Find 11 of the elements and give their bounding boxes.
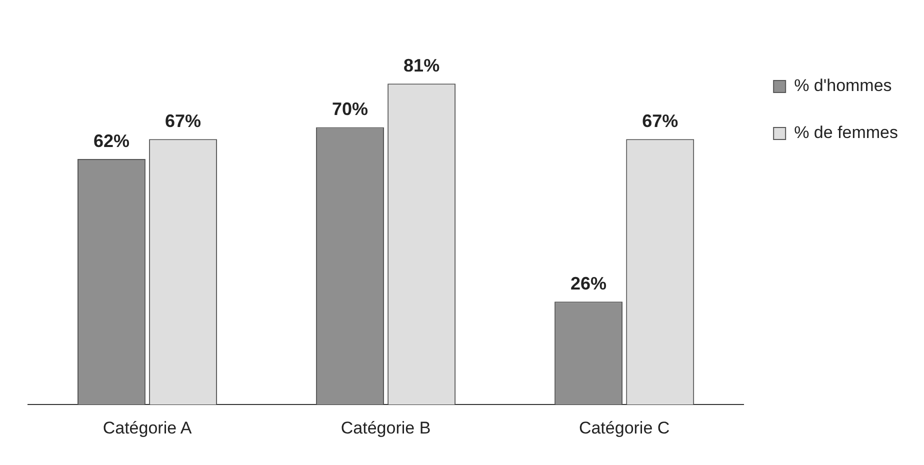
data-label: 67% (642, 111, 678, 132)
data-label: 67% (165, 111, 202, 132)
x-tick-label: Catégorie C (578, 418, 670, 438)
x-tick-label: Catégorie B (340, 418, 431, 438)
data-label: 81% (404, 56, 440, 76)
x-tick-label: Catégorie A (102, 418, 192, 438)
legend-label: % de femmes (794, 123, 898, 142)
data-label: 62% (93, 130, 130, 151)
data-label: 70% (332, 99, 368, 120)
data-label: 26% (570, 274, 607, 294)
legend-label: % d'hommes (794, 76, 892, 96)
